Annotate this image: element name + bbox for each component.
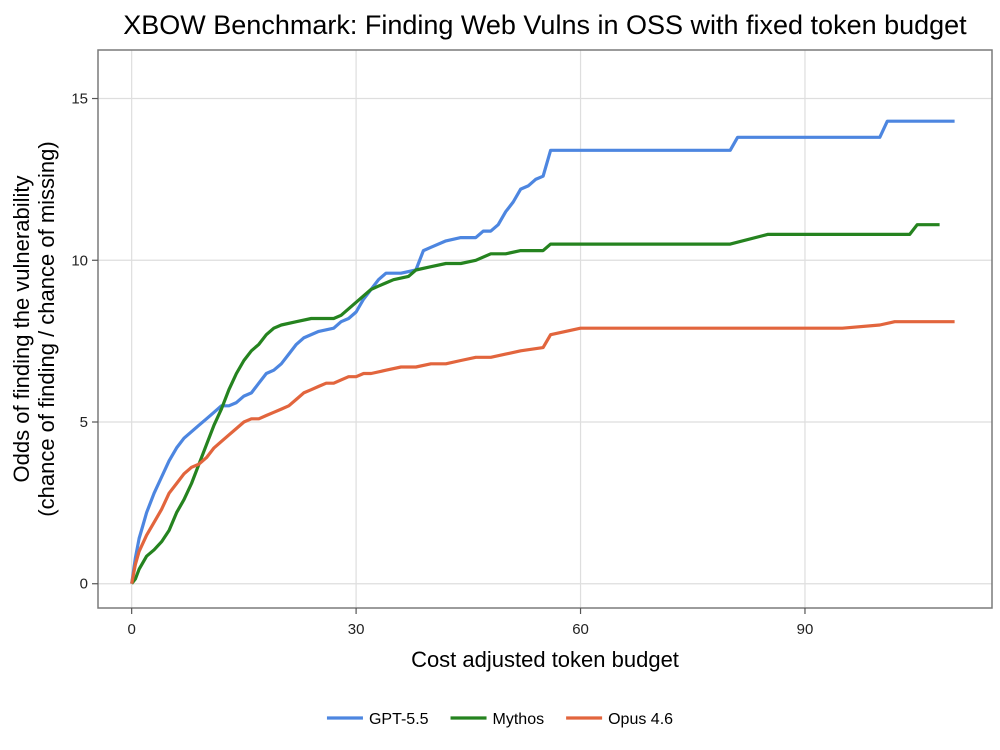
- y-tick-label: 10: [71, 252, 88, 269]
- legend-label-gpt-5-5: GPT-5.5: [369, 711, 429, 728]
- x-tick-label: 0: [127, 621, 135, 638]
- y-axis-title-line-1: Odds of finding the vulnerability: [9, 176, 34, 483]
- y-tick-label: 0: [80, 576, 88, 593]
- series-line-opus-4-6: [130, 320, 955, 584]
- legend: GPT-5.5 Mythos Opus 4.6: [326, 711, 673, 728]
- x-tick-label: 30: [348, 621, 365, 638]
- x-tick-label: 90: [797, 621, 814, 638]
- series-lines: [130, 119, 955, 585]
- legend-label-mythos: Mythos: [493, 711, 545, 728]
- series-line-gpt-5-5: [130, 119, 955, 584]
- series-line-mythos: [130, 223, 940, 585]
- x-tick-label: 60: [572, 621, 589, 638]
- axis-ticks: 0 30 60 90 0 5 10 15: [71, 91, 813, 638]
- plot-panel: [97, 49, 993, 609]
- y-tick-label: 15: [71, 91, 88, 108]
- legend-label-opus-4-6: Opus 4.6: [608, 711, 673, 728]
- chart-title: XBOW Benchmark: Finding Web Vulns in OSS…: [123, 10, 967, 40]
- y-axis-title-line-2: (chance of finding / chance of missing): [34, 141, 59, 516]
- grid: [98, 50, 992, 608]
- y-tick-label: 5: [80, 414, 88, 431]
- x-axis-title: Cost adjusted token budget: [411, 647, 679, 672]
